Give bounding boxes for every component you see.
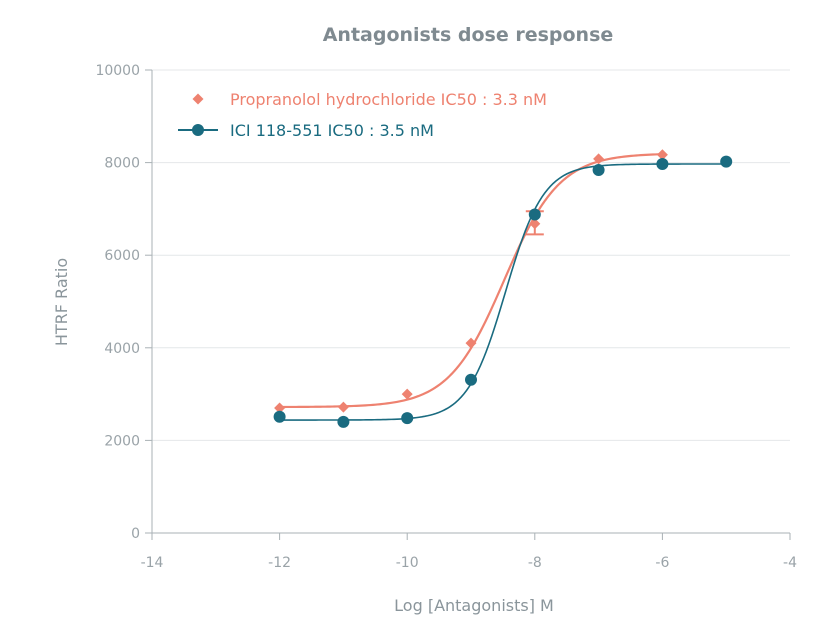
data-point-series-1 (529, 218, 541, 230)
gridlines (152, 69, 790, 441)
chart-title: Antagonists dose response (323, 24, 614, 46)
data-point-series-2 (656, 157, 669, 170)
data-point-series-2 (720, 155, 733, 168)
x-tick-label: -8 (528, 555, 542, 571)
data-point-series-2 (401, 412, 414, 425)
data-point-series-1 (465, 337, 477, 349)
data-point-series-2 (337, 415, 350, 428)
y-tick-label: 0 (131, 526, 140, 542)
data-point-series-1 (337, 401, 349, 413)
y-tick-label: 2000 (104, 433, 140, 449)
data-point-series-1 (656, 149, 668, 161)
legend-marker-series-1 (192, 93, 204, 105)
x-tick-label: -10 (396, 555, 419, 571)
fit-curve-series-2 (279, 163, 727, 421)
legend-label-series-1: Propranolol hydrochloride IC50 : 3.3 nM (230, 90, 547, 109)
legend-label-series-2: ICI 118-551 IC50 : 3.5 nM (230, 121, 434, 140)
legend: Propranolol hydrochloride IC50 : 3.3 nM I… (178, 90, 547, 140)
data-point-series-2 (592, 164, 605, 177)
x-tick-label: -4 (783, 555, 797, 571)
y-tick-label: 10000 (95, 63, 140, 79)
data-point-series-1 (274, 402, 286, 414)
data-points (273, 149, 733, 428)
axes (145, 69, 791, 540)
x-tick-label: -12 (268, 555, 291, 571)
tick-labels: 0 2000 4000 6000 8000 10000 -14 -12 -10 -8 -6 -4 (95, 63, 797, 571)
data-point-series-1 (401, 388, 413, 400)
x-tick-label: -14 (141, 555, 164, 571)
fit-curves (279, 153, 727, 421)
y-tick-label: 4000 (104, 341, 140, 357)
data-point-series-1 (593, 153, 605, 165)
x-axis-label: Log [Antagonists] M (394, 596, 554, 615)
y-tick-label: 8000 (104, 156, 140, 172)
x-tick-label: -6 (655, 555, 669, 571)
data-point-series-2 (465, 373, 477, 386)
legend-marker-series-2 (192, 124, 204, 136)
y-axis-label: HTRF Ratio (52, 258, 71, 346)
data-point-series-2 (528, 208, 541, 221)
data-point-series-2 (273, 410, 286, 423)
fit-curve-series-1 (279, 153, 663, 409)
y-tick-label: 6000 (104, 248, 140, 264)
